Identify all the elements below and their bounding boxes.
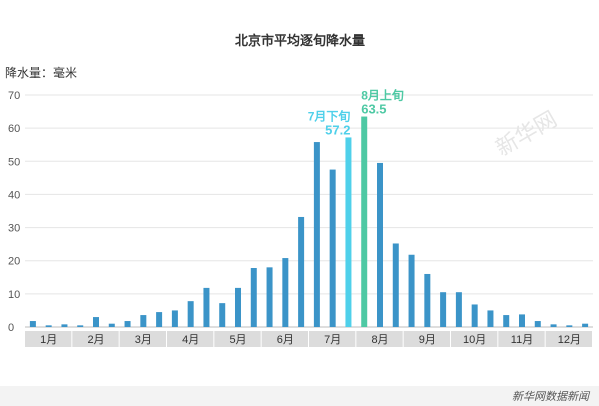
month-band	[545, 331, 592, 347]
y-tick-label: 40	[8, 189, 20, 201]
bar	[487, 310, 494, 327]
month-band	[309, 331, 356, 347]
bar	[519, 314, 525, 327]
bar	[424, 273, 431, 327]
month-label: 12月	[558, 334, 581, 346]
bar	[503, 315, 510, 327]
bar	[534, 321, 541, 327]
month-label: 1月	[40, 334, 57, 346]
bar	[45, 325, 52, 327]
bar	[298, 216, 305, 327]
month-label: 5月	[229, 334, 246, 346]
month-band	[25, 331, 72, 347]
month-label: 7月	[324, 334, 341, 346]
y-tick-label: 20	[8, 256, 20, 268]
y-tick-labels: 0 10 20 30 40 50 60 70	[8, 90, 20, 334]
annotation-label: 8月上旬	[361, 88, 404, 103]
bars	[29, 116, 589, 328]
bar	[108, 323, 115, 327]
bar	[566, 325, 573, 327]
bar	[93, 317, 99, 327]
y-tick-label: 70	[8, 90, 20, 102]
footer-bar: 新华网数据新闻	[0, 386, 599, 406]
chart-title: 北京市平均逐旬降水量	[235, 33, 365, 48]
bar	[61, 324, 68, 327]
precipitation-chart: 北京市平均逐旬降水量 降水量：毫米 0 10 20 30 40 50 60 70 1月 2月 3月…	[5, 33, 593, 347]
bar	[582, 323, 589, 327]
month-label: 3月	[135, 334, 152, 346]
y-tick-label: 60	[8, 123, 20, 135]
bar	[440, 292, 447, 327]
month-label: 10月	[463, 334, 486, 346]
bar	[219, 303, 226, 327]
month-label: 6月	[277, 334, 294, 346]
bar	[250, 268, 257, 327]
annotation-value: 57.2	[325, 122, 350, 137]
bar	[392, 243, 399, 327]
bar	[313, 142, 320, 327]
month-label: 2月	[87, 334, 104, 346]
bar	[203, 287, 210, 327]
month-band	[261, 331, 308, 347]
bar	[361, 116, 368, 328]
bar	[140, 315, 147, 327]
y-tick-label: 0	[8, 322, 14, 334]
month-label: 4月	[182, 334, 199, 346]
gridlines	[25, 94, 593, 328]
bar	[377, 162, 383, 327]
y-tick-label: 10	[8, 289, 20, 301]
y-axis-label: 降水量：毫米	[5, 65, 77, 80]
month-label: 11月	[511, 334, 533, 346]
bar	[408, 254, 415, 327]
month-band	[403, 331, 450, 347]
month-band	[167, 331, 214, 347]
month-label: 8月	[371, 334, 388, 346]
bar	[124, 321, 131, 327]
watermark: 新华网	[491, 106, 561, 161]
annotation-value: 63.5	[361, 102, 386, 117]
bar	[471, 304, 478, 327]
bar	[156, 312, 163, 327]
bar	[187, 301, 194, 327]
bar	[266, 267, 273, 327]
y-tick-label: 30	[8, 223, 20, 235]
bar	[345, 137, 352, 327]
month-band	[119, 331, 166, 347]
month-band	[214, 331, 261, 347]
bar	[550, 324, 557, 327]
month-band	[72, 331, 119, 347]
bar	[282, 258, 289, 327]
month-band	[498, 331, 545, 347]
bar	[77, 325, 84, 327]
bar	[455, 292, 462, 327]
month-band	[356, 331, 403, 347]
month-labels: 1月 2月 3月 4月 5月 6月 7月 8月 9月 10月 11月 12月	[25, 331, 592, 347]
month-band	[451, 331, 498, 347]
annotation-label: 7月下旬	[308, 108, 351, 123]
bar	[235, 287, 241, 327]
bar	[29, 321, 36, 327]
bar	[329, 169, 336, 327]
y-tick-label: 50	[8, 156, 20, 168]
month-label: 9月	[419, 334, 436, 346]
bar	[171, 310, 178, 327]
source-label: 新华网数据新闻	[512, 390, 589, 403]
